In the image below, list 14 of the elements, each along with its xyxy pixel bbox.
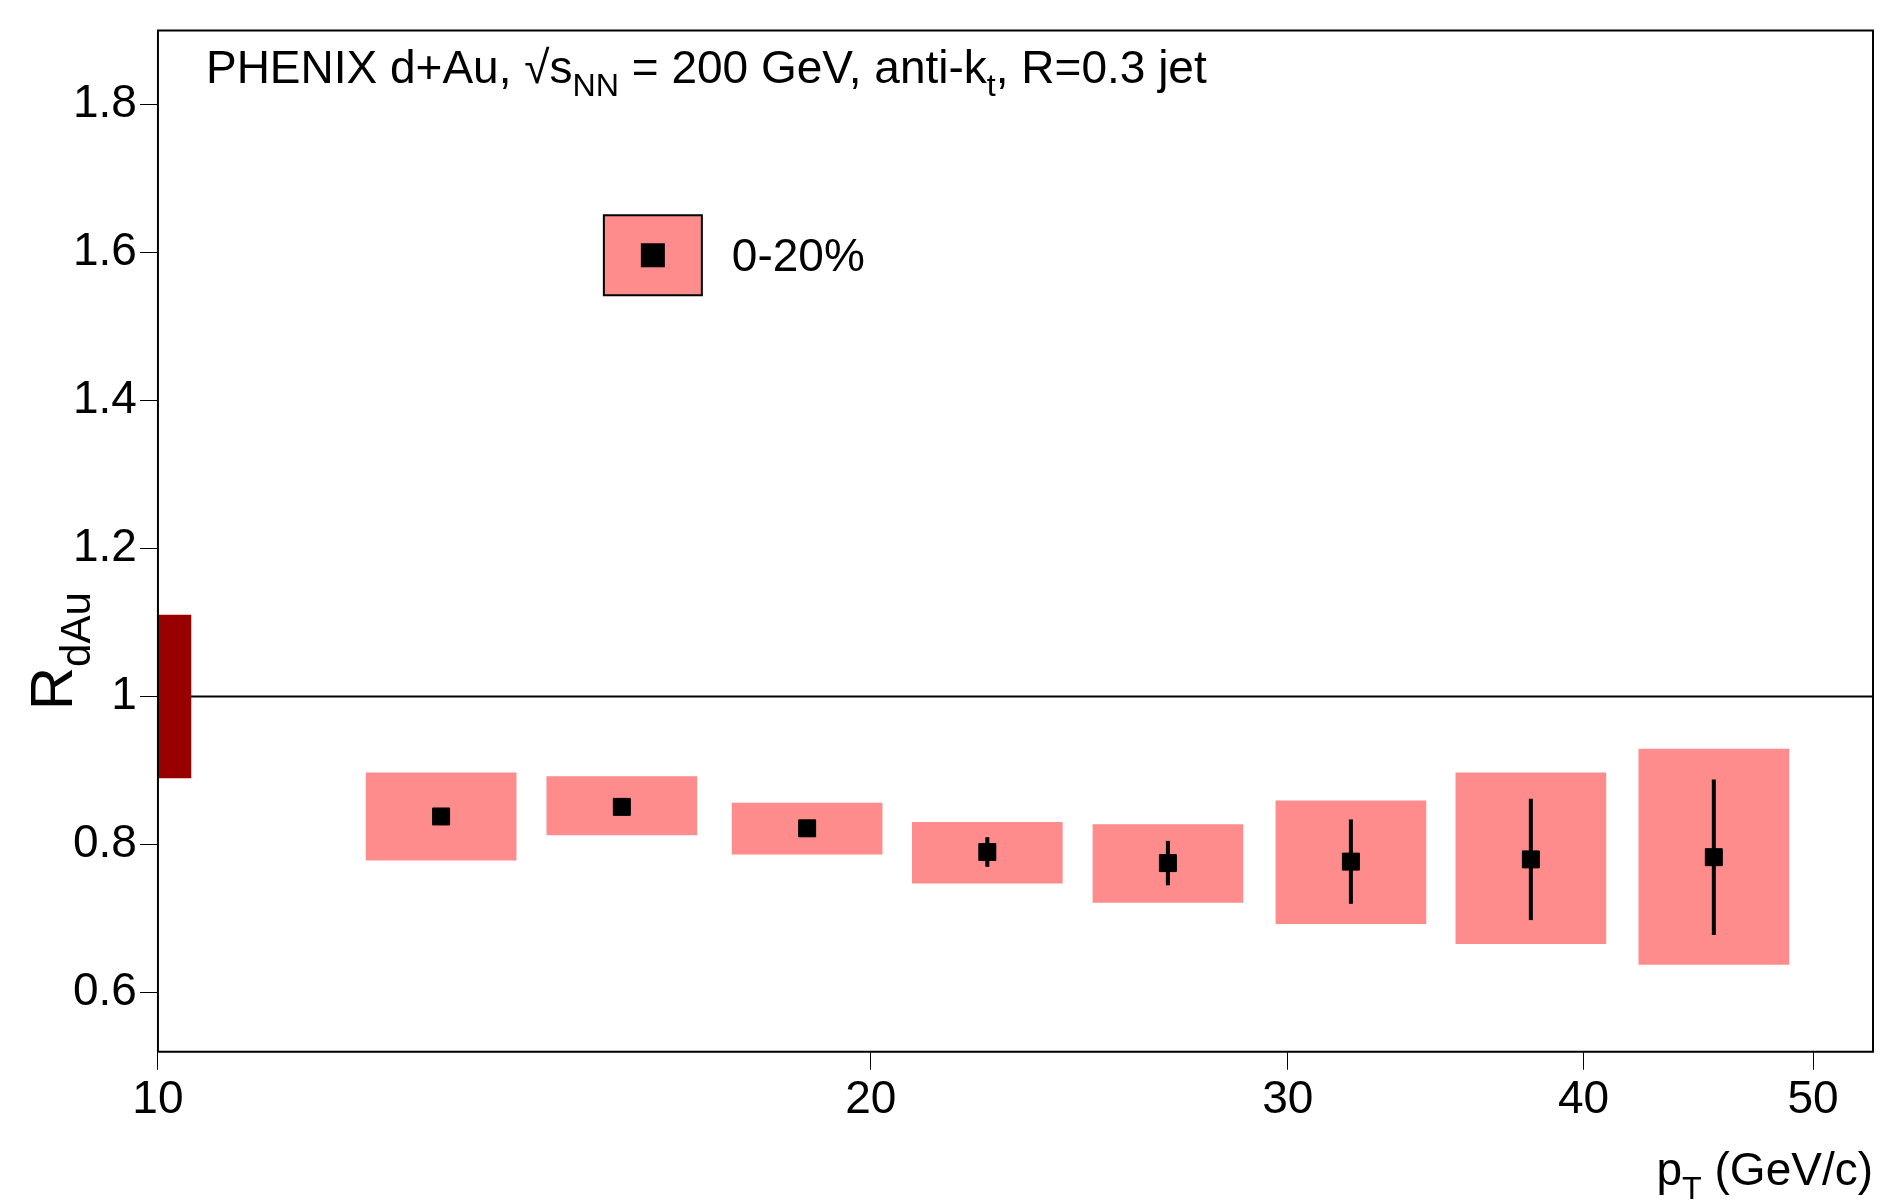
y-tick-label: 1 [111,667,137,720]
y-tick-label: 0.6 [72,963,137,1016]
x-tick-label: 10 [132,1071,184,1124]
y-tick-label: 1.8 [72,75,137,128]
y-tick-label: 1.6 [72,223,137,276]
x-tick-label: 20 [845,1071,897,1124]
x-tick-label: 40 [1558,1071,1610,1124]
x-tick-label: 50 [1787,1071,1839,1124]
y-tick-label: 1.4 [72,371,137,424]
x-tick-label: 30 [1262,1071,1314,1124]
legend-label: 0-20% [731,229,865,282]
y-axis-title: RdAu [18,592,99,711]
y-tick-label: 0.8 [72,815,137,868]
y-tick-label: 1.2 [72,519,137,572]
